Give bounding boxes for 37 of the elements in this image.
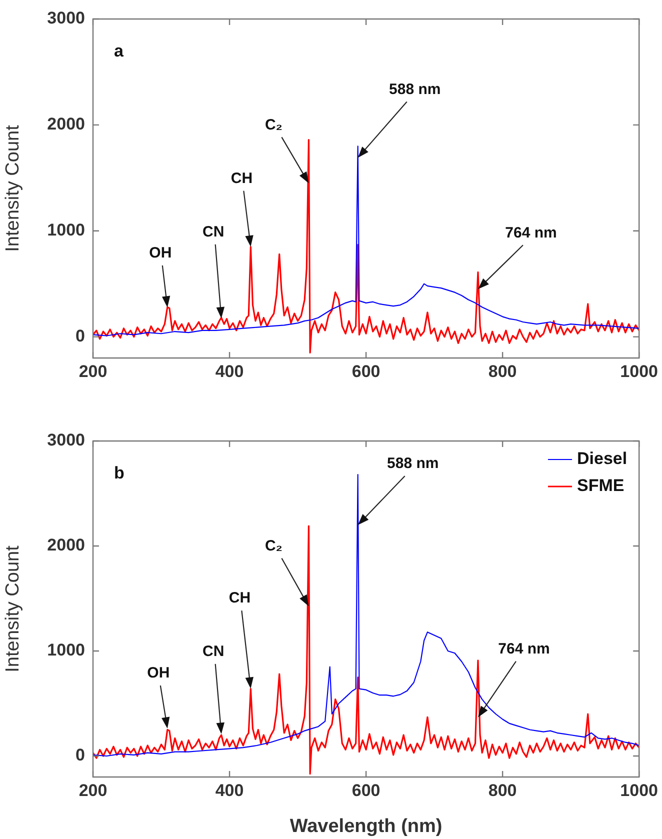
x-tick-label: 1000 — [620, 362, 658, 381]
y-tick-label: 3000 — [47, 430, 85, 450]
y-tick-label: 1000 — [47, 220, 85, 240]
annotation: CN — [202, 224, 224, 241]
x-tick-label: 400 — [215, 362, 244, 381]
x-tick-label: 600 — [352, 362, 380, 381]
x-tick-label: 200 — [78, 780, 108, 800]
x-tick-label: 1000 — [620, 780, 658, 800]
text: a — [114, 42, 124, 61]
legend-label: Diesel — [577, 449, 628, 468]
x-tick-label: 600 — [352, 780, 380, 800]
x-tick-label: 200 — [78, 362, 108, 381]
annotation: C₂ — [264, 116, 282, 134]
annotation: OH — [149, 244, 172, 262]
annotation: CN — [202, 643, 224, 660]
annotation: OH — [147, 664, 170, 682]
y-tick-label: 1000 — [47, 640, 85, 660]
annotation: 764 nm — [505, 224, 557, 242]
y-axis-title: Intensity Count — [2, 544, 24, 672]
y-tick-label: 3000 — [47, 8, 85, 28]
y-tick-label: 0 — [76, 326, 85, 346]
y-tick-label: 2000 — [47, 536, 85, 555]
annotation: CH — [228, 590, 251, 607]
x-tick-label: 800 — [488, 780, 517, 800]
annotation: C₂ — [264, 537, 282, 554]
y-axis-title: Intensity Count — [2, 124, 24, 252]
annotation: 588 nm — [389, 80, 441, 98]
annotation: 764 nm — [498, 640, 550, 658]
legend-label: SFME — [577, 476, 624, 496]
x-tick-label: 800 — [488, 362, 517, 381]
y-tick-label: 2000 — [47, 114, 85, 134]
x-tick-label: 400 — [215, 780, 244, 800]
text: b — [114, 464, 124, 483]
annotation: CH — [230, 170, 253, 187]
annotation: 588 nm — [387, 455, 439, 472]
y-tick-label: 0 — [76, 746, 85, 765]
x-axis-title: Wavelength (nm) — [290, 816, 442, 837]
